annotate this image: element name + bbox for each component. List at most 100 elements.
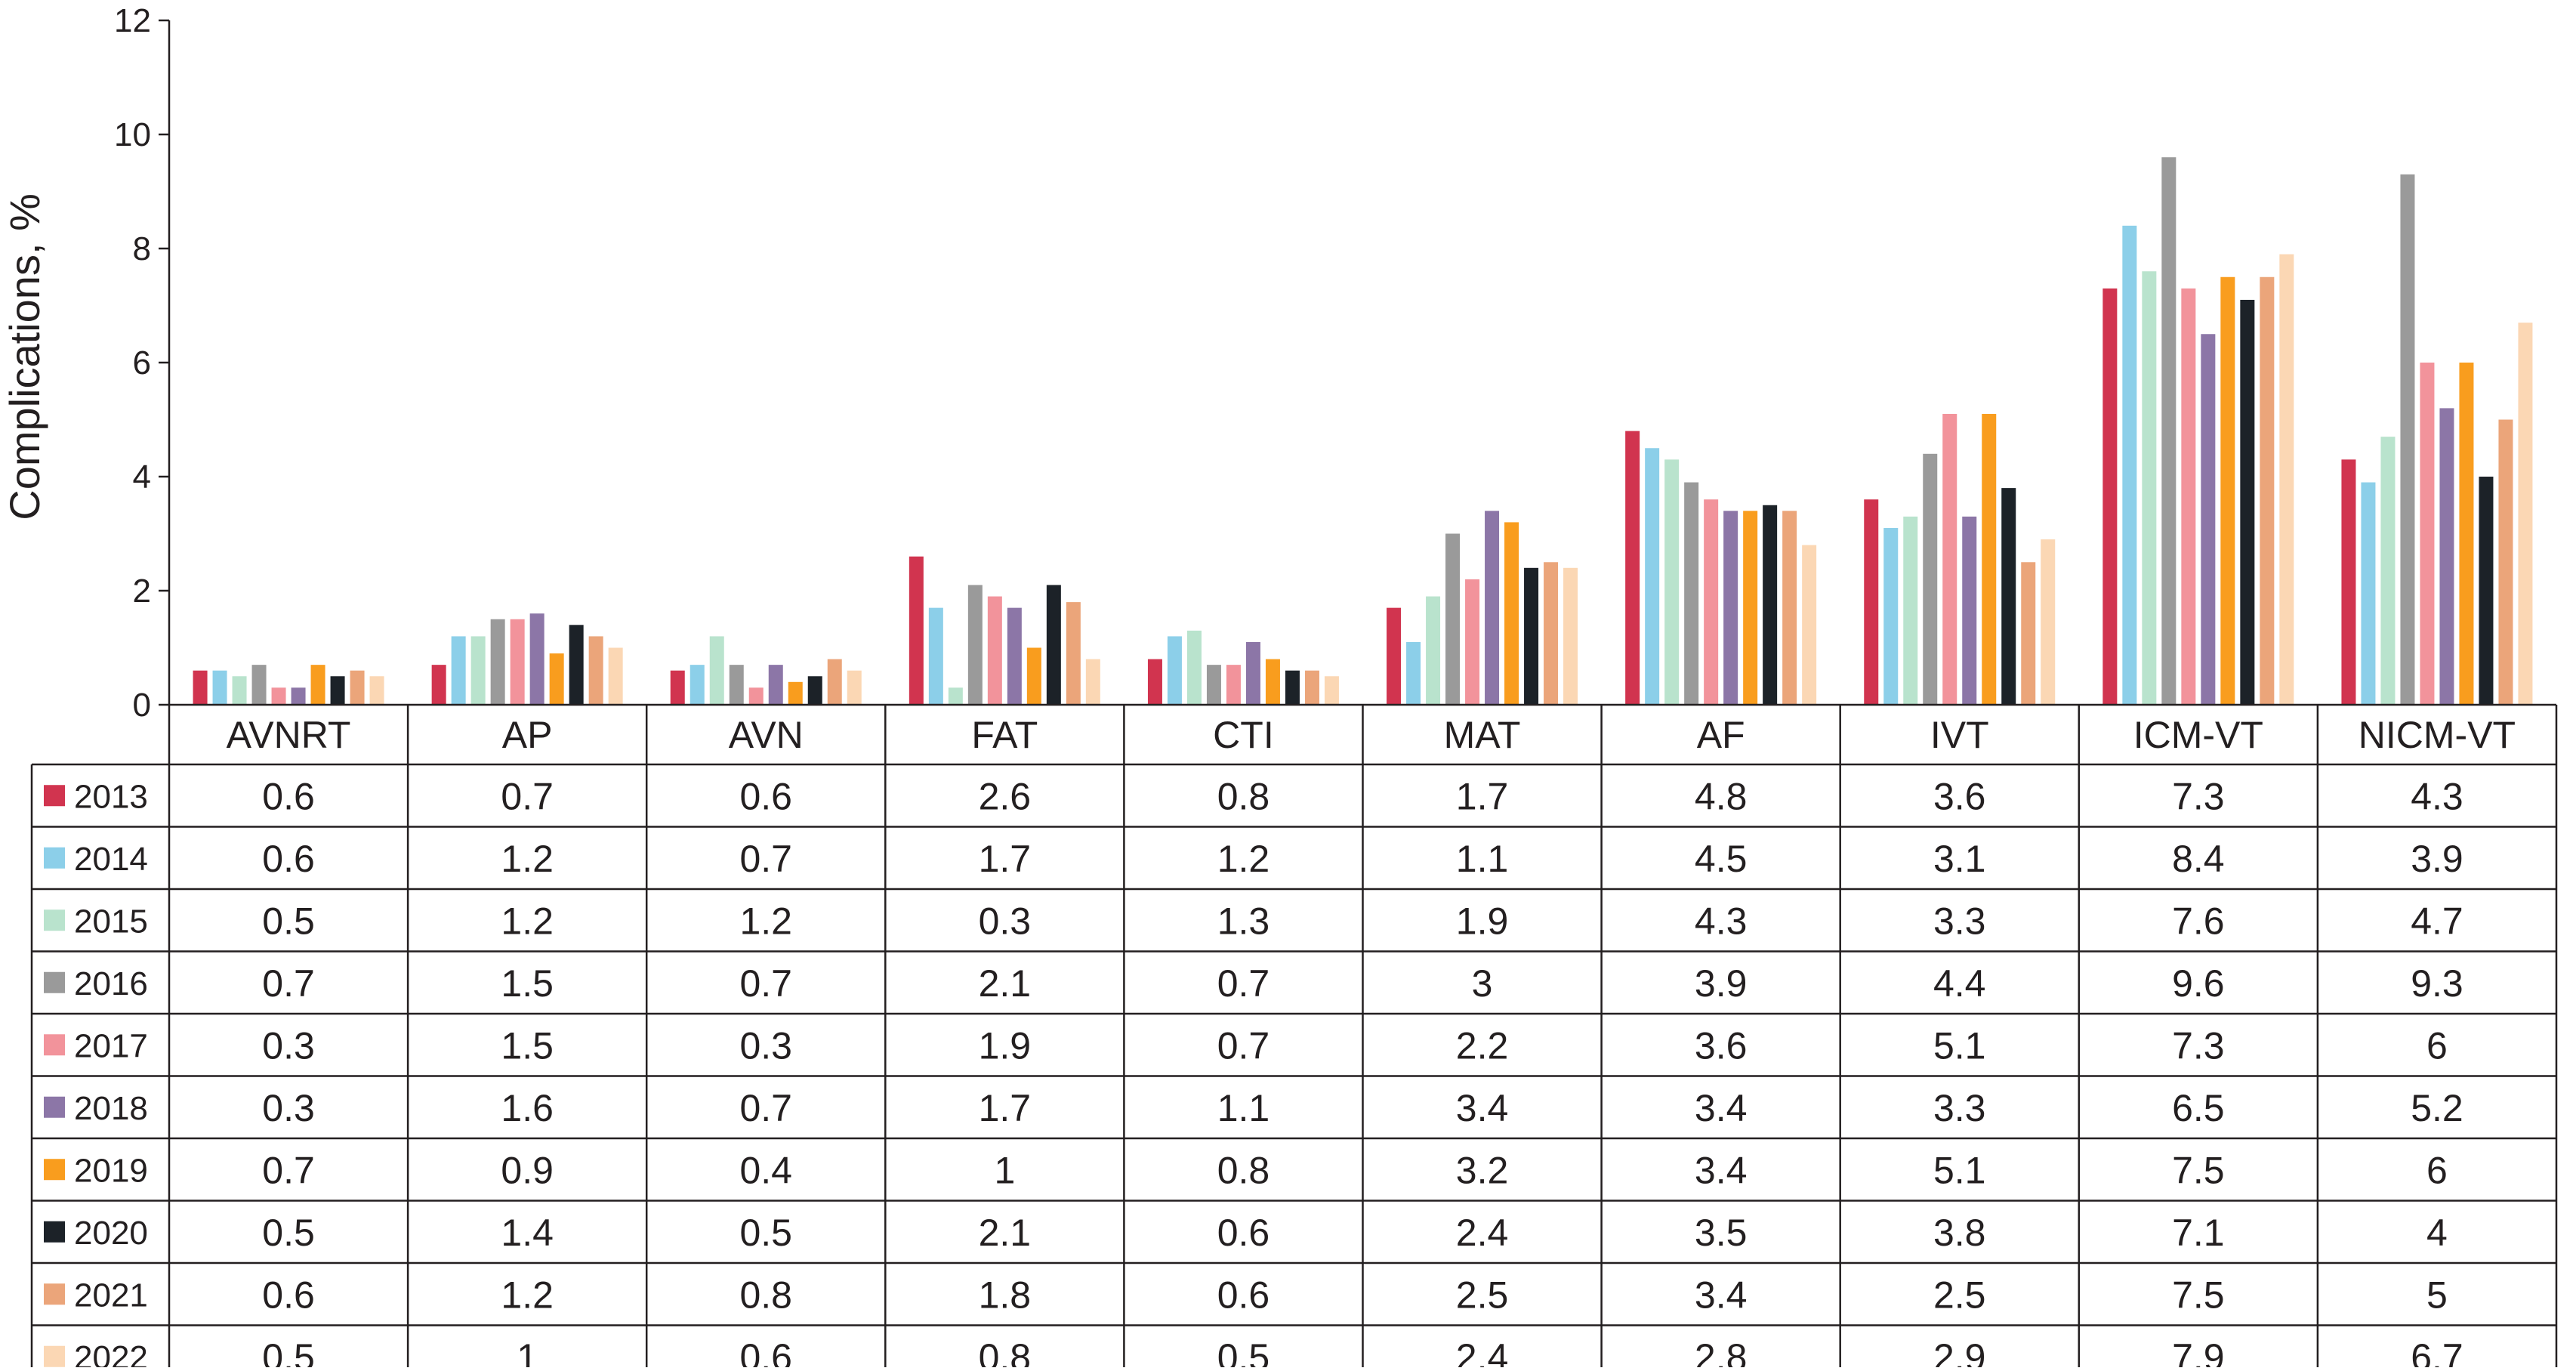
legend-label-2013: 2013 [74, 778, 148, 815]
data-label: 5.1 [1933, 1024, 1986, 1067]
bar-af-2013 [1625, 431, 1640, 705]
data-label: 7.6 [2172, 900, 2225, 942]
bar-af-2020 [1763, 505, 1778, 705]
bar-ivt-2015 [1903, 516, 1918, 705]
bar-avn-2018 [768, 665, 783, 705]
data-label: 0.6 [739, 1336, 792, 1367]
category-label: AP [502, 714, 553, 756]
bar-nicm-vt-2019 [2459, 363, 2474, 705]
data-label: 0.7 [262, 1149, 315, 1191]
legend-swatch-2019 [44, 1159, 65, 1181]
data-label: 2.5 [1456, 1274, 1509, 1316]
bar-mat-2017 [1465, 579, 1480, 705]
bar-af-2017 [1704, 499, 1719, 705]
legend-label-2020: 2020 [74, 1215, 148, 1252]
legend-swatch-2022 [44, 1345, 65, 1367]
data-label: 7.5 [2172, 1274, 2225, 1316]
data-label: 3.3 [1933, 900, 1986, 942]
bar-mat-2019 [1504, 522, 1519, 705]
data-label: 0.8 [1217, 775, 1270, 817]
data-label: 1.2 [501, 838, 554, 880]
y-tick-label: 6 [133, 344, 151, 381]
data-label: 4.3 [2411, 775, 2463, 817]
data-label: 0.7 [739, 838, 792, 880]
data-label: 0.6 [1217, 1274, 1270, 1316]
bar-nicm-vt-2021 [2498, 419, 2513, 705]
bar-nicm-vt-2022 [2518, 323, 2533, 705]
legend-swatch-2020 [44, 1221, 65, 1243]
data-label: 0.6 [739, 775, 792, 817]
data-label: 1.4 [501, 1212, 554, 1254]
category-label: AVN [729, 714, 804, 756]
category-label: MAT [1444, 714, 1521, 756]
data-label: 1.9 [979, 1024, 1032, 1067]
bar-fat-2014 [928, 607, 943, 705]
bar-fat-2013 [909, 556, 924, 705]
bar-avnrt-2020 [330, 676, 345, 705]
data-label: 0.8 [979, 1336, 1032, 1367]
data-label: 6.7 [2411, 1336, 2463, 1367]
data-label: 1.9 [1456, 900, 1509, 942]
y-tick-label: 2 [133, 573, 151, 610]
data-label: 1.7 [1456, 775, 1509, 817]
legend-label-2017: 2017 [74, 1027, 148, 1064]
data-label: 3.6 [1933, 775, 1986, 817]
bar-ap-2013 [431, 665, 446, 705]
bar-avn-2017 [748, 687, 764, 705]
bar-nicm-vt-2020 [2479, 477, 2494, 705]
legend-swatch-2017 [44, 1034, 65, 1056]
data-label: 3.4 [1695, 1274, 1748, 1316]
data-label: 1.1 [1217, 1087, 1270, 1129]
data-label: 0.5 [739, 1212, 792, 1254]
data-label: 7.5 [2172, 1149, 2225, 1191]
data-label: 0.7 [739, 962, 792, 1005]
bar-fat-2022 [1085, 659, 1100, 705]
bar-cti-2021 [1304, 670, 1319, 705]
data-label: 2.9 [1933, 1336, 1986, 1367]
bar-avn-2021 [827, 659, 842, 705]
bar-ivt-2020 [2001, 488, 2016, 705]
bar-ap-2015 [470, 636, 486, 705]
bar-avnrt-2013 [193, 670, 208, 705]
bar-avnrt-2018 [291, 687, 306, 705]
data-label: 1.6 [501, 1087, 554, 1129]
data-label: 3.9 [1695, 962, 1748, 1005]
data-label: 3.4 [1456, 1087, 1509, 1129]
data-label: 0.7 [1217, 1024, 1270, 1067]
data-label: 4.5 [1695, 838, 1748, 880]
data-label: 1.2 [1217, 838, 1270, 880]
data-label: 7.3 [2172, 775, 2225, 817]
data-label: 1.2 [501, 900, 554, 942]
bar-ap-2014 [451, 636, 466, 705]
bar-ap-2020 [569, 625, 584, 705]
bar-ivt-2013 [1864, 499, 1879, 705]
data-label: 6 [2426, 1149, 2448, 1191]
data-label: 9.3 [2411, 962, 2463, 1005]
data-label: 9.6 [2172, 962, 2225, 1005]
bar-af-2022 [1802, 545, 1817, 705]
data-label: 1 [994, 1149, 1015, 1191]
data-label: 1.7 [979, 838, 1032, 880]
data-label: 0.6 [262, 838, 315, 880]
data-label: 1.8 [979, 1274, 1032, 1316]
data-label: 2.8 [1695, 1336, 1748, 1367]
legend-label-2022: 2022 [74, 1339, 148, 1367]
data-label: 3.5 [1695, 1212, 1748, 1254]
bar-fat-2018 [1007, 607, 1022, 705]
bar-icm-vt-2019 [2220, 276, 2235, 705]
bar-fat-2020 [1046, 585, 1061, 705]
bar-cti-2015 [1186, 630, 1202, 705]
legend-swatch-2015 [44, 909, 65, 931]
category-label: CTI [1213, 714, 1274, 756]
bar-icm-vt-2013 [2102, 288, 2118, 706]
data-label: 0.8 [1217, 1149, 1270, 1191]
bar-icm-vt-2015 [2142, 271, 2157, 705]
bar-avnrt-2019 [310, 665, 325, 705]
data-label: 0.5 [262, 900, 315, 942]
bar-fat-2019 [1026, 647, 1041, 705]
bar-ap-2021 [588, 636, 603, 705]
bar-mat-2015 [1426, 596, 1441, 705]
bar-avn-2020 [807, 676, 822, 705]
legend-swatch-2018 [44, 1096, 65, 1118]
data-label: 3 [1472, 962, 1493, 1005]
